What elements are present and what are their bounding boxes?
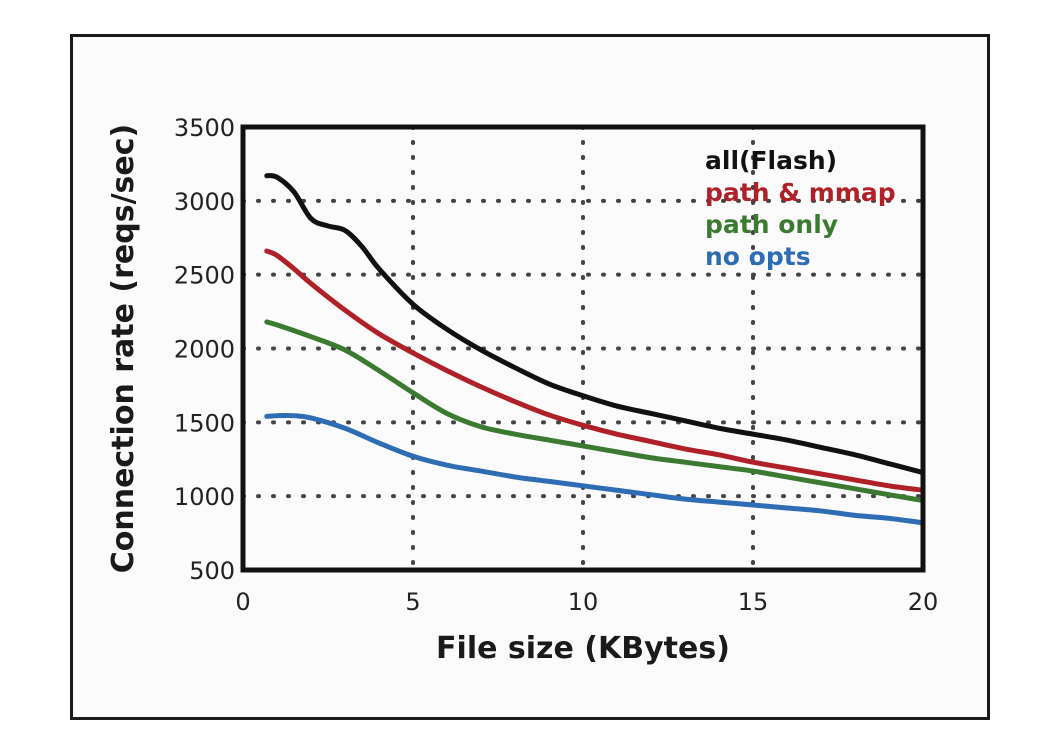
y-tick-labels: 500 1000 1500 2000 2500 3000 3500 [174,114,235,585]
series-line-4 [264,412,926,526]
x-tick-labels: 0 5 10 15 20 [235,588,938,616]
x-tick-label: 0 [235,588,250,616]
legend: all(Flash) path & mmap path only no opts [705,146,896,271]
grid-lines [241,125,925,572]
series-line-1 [264,173,926,476]
y-tick-label: 500 [189,557,235,585]
x-tick-label: 15 [738,588,769,616]
y-tick-label: 1500 [174,409,235,437]
x-tick-label: 5 [405,588,420,616]
plot-area-border [240,124,926,573]
legend-entry: no opts [705,242,811,271]
legend-entry: all(Flash) [705,146,837,175]
y-tick-label: 3000 [174,188,235,216]
line-chart: 0 5 10 15 20 500 1000 1500 2000 2500 3000 3500 Fil… [106,114,938,666]
x-tick-label: 20 [908,588,939,616]
chart-frame: 0 5 10 15 20 500 1000 1500 2000 2500 3000 3500 Fil… [70,34,990,720]
y-tick-label: 3500 [174,114,235,142]
series-lines [264,173,926,526]
x-tick-label: 10 [568,588,599,616]
series-line-3 [264,319,926,504]
x-axis-title: File size (KBytes) [436,631,730,666]
y-tick-label: 2500 [174,262,235,290]
legend-entry: path & mmap [705,178,896,207]
series-line-2 [264,248,926,493]
y-tick-label: 1000 [174,483,235,511]
legend-entry: path only [705,210,838,239]
y-axis-title: Connection rate (reqs/sec) [106,124,141,574]
y-tick-label: 2000 [174,336,235,364]
